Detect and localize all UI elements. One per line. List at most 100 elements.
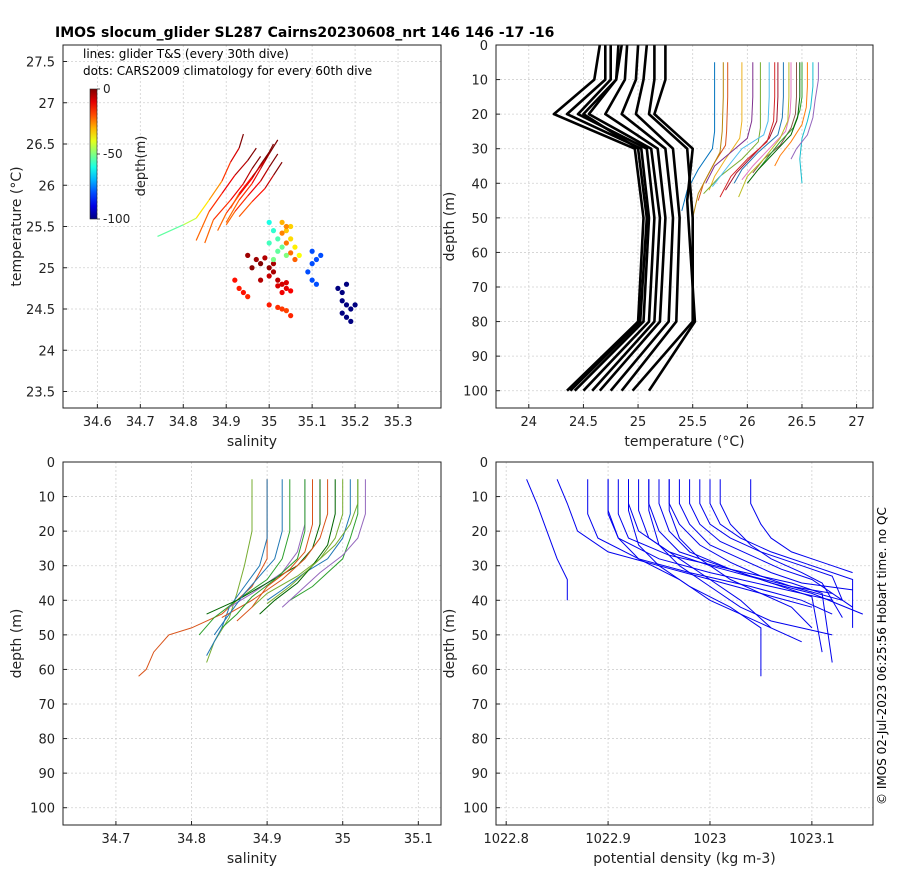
climatology-dot	[343, 281, 350, 287]
climatology-dot	[275, 277, 281, 283]
ts-line-segment	[268, 153, 279, 168]
salinity-profile	[266, 479, 359, 605]
x-tick-label: 26	[739, 415, 756, 430]
temperature-profile	[703, 62, 761, 195]
salinity-profile	[236, 479, 313, 622]
ts-line-segment	[208, 180, 223, 201]
y-tick-label: 25.5	[26, 221, 55, 236]
climatology-dot	[348, 318, 354, 324]
y-axis-label: depth (m)	[442, 609, 458, 679]
y-tick-label: 80	[471, 733, 488, 748]
temperature-profile	[719, 62, 776, 198]
x-tick-label: 34.7	[126, 415, 155, 430]
colorbar-label: depth(m)	[134, 136, 149, 197]
climatology-dot	[288, 250, 294, 256]
climatology-profile	[552, 45, 645, 392]
axes-frame	[495, 44, 874, 409]
climatology-profile	[631, 45, 694, 392]
y-tick-label: 40	[38, 594, 55, 609]
climatology-dot	[275, 248, 281, 254]
ts-line-segment	[195, 199, 210, 219]
salinity-profile	[289, 479, 359, 601]
density-profile	[699, 479, 843, 601]
climatology-dot	[275, 236, 281, 242]
climatology-dot	[279, 306, 285, 312]
climatology-dot	[313, 256, 320, 263]
ts-line-segment	[264, 143, 275, 161]
climatology-dot	[288, 313, 294, 319]
y-tick-label: 10	[38, 491, 55, 506]
climatology-dot	[283, 252, 289, 258]
density-profile	[668, 479, 813, 629]
climatology-dot	[279, 244, 285, 250]
climatology-dot	[257, 277, 264, 283]
y-axis-label: temperature (°C)	[9, 166, 25, 286]
salinity-profile	[221, 479, 306, 629]
ts-line-segment	[225, 199, 240, 223]
y-tick-label: 50	[38, 629, 55, 644]
colorbar	[89, 88, 98, 220]
ts-line-segment	[238, 176, 253, 194]
climatology-dot	[283, 228, 289, 234]
y-tick-label: 60	[38, 663, 55, 678]
ts-line-segment	[204, 219, 214, 244]
climatology-dot	[313, 281, 320, 287]
ts-line-segment	[221, 161, 232, 182]
climatology-profile	[569, 45, 649, 392]
y-tick-label: 20	[38, 525, 55, 540]
y-tick-label: 50	[471, 629, 488, 644]
ts-line-segment	[251, 156, 262, 170]
climatology-dot	[292, 244, 298, 250]
temperature-profile	[733, 62, 784, 184]
climatology-dot	[279, 289, 285, 296]
salinity-profile	[213, 479, 283, 636]
climatology-dot	[266, 219, 272, 225]
ts-line-segment	[182, 217, 197, 226]
climatology-dot	[343, 302, 350, 308]
climatology-dot	[257, 261, 264, 267]
climatology-dot	[279, 219, 285, 225]
climatology-dot	[283, 280, 289, 286]
climatology-dot	[253, 256, 259, 263]
ts-line-segment	[242, 168, 253, 184]
climatology-dot	[266, 240, 272, 246]
ts-line-segment	[272, 161, 283, 176]
climatology-dot	[288, 236, 294, 242]
y-tick-label: 40	[471, 594, 488, 609]
x-tick-label: 35.1	[298, 415, 327, 430]
y-tick-label: 100	[463, 385, 488, 400]
panel-density_profile: 1022.8 1022.9 1023 1023.1 0 10 20 30 40 50 60 70 80 9…	[442, 456, 874, 867]
temperature-profile	[746, 62, 801, 184]
climatology-dot	[352, 302, 358, 308]
y-tick-label: 27.5	[26, 56, 55, 71]
ts-line-segment	[221, 175, 236, 194]
x-tick-label: 34.9	[212, 415, 241, 430]
ts-line-segment	[157, 224, 184, 237]
x-tick-label: 1022.9	[585, 832, 631, 847]
ts-line-segment	[251, 188, 266, 203]
temperature-profile	[790, 62, 819, 160]
y-tick-label: 10	[471, 491, 488, 506]
salinity-profile	[138, 479, 268, 677]
salinity-profile	[221, 479, 329, 619]
climatology-dot	[262, 255, 268, 261]
y-tick-label: 30	[471, 143, 488, 158]
ts-line-segment	[212, 199, 231, 221]
credit-text: © IMOS 02-Jul-2023 06:25:56 Hobart time.…	[875, 507, 889, 805]
colorbar-tick-label: -100	[103, 212, 130, 226]
salinity-profile	[206, 479, 268, 656]
y-tick-label: 23.5	[26, 386, 55, 401]
climatology-profile	[609, 45, 675, 392]
temperature-profile	[774, 62, 808, 167]
climatology-dot	[283, 308, 289, 314]
salinity-profile	[206, 479, 253, 663]
ts-line-segment	[234, 195, 249, 213]
climatology-profile	[647, 45, 697, 392]
temperature-profile	[741, 62, 792, 181]
climatology-dot	[296, 252, 302, 258]
climatology-dot	[309, 261, 315, 267]
axes-frame	[62, 461, 442, 826]
ts-line-segment	[230, 193, 240, 209]
climatology-dot	[240, 289, 247, 296]
